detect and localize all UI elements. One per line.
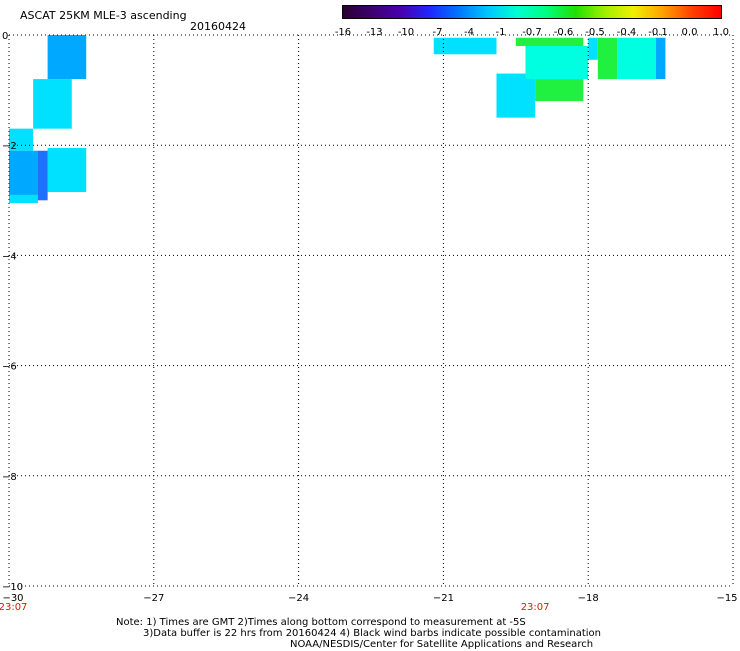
time-label: 23:07	[521, 602, 550, 613]
y-tick-label: 0	[2, 31, 8, 42]
y-tick-label: −4	[2, 251, 17, 262]
data-cell	[597, 37, 618, 80]
time-label: 23:07	[0, 602, 27, 613]
data-cell	[9, 150, 38, 201]
note-line-2: 3)Data buffer is 22 hrs from 20160424 4)…	[143, 628, 601, 639]
note-line-3: NOAA/NESDIS/Center for Satellite Applica…	[290, 639, 594, 650]
chart-date: 20160424	[190, 20, 246, 33]
colorbar-tick-label: -16	[334, 27, 352, 38]
data-cell	[655, 37, 666, 80]
data-cell	[535, 79, 584, 102]
colorbar-tick-label: -1	[495, 27, 506, 38]
x-tick-label: −21	[433, 593, 454, 604]
data-cell	[33, 79, 72, 129]
data-cell	[617, 37, 656, 80]
colorbar-tick-label: -7	[432, 27, 443, 38]
data-cell	[9, 194, 38, 204]
data-cell	[525, 46, 589, 80]
colorbar-tick-label: -0.7	[522, 27, 542, 38]
colorbar-tick-label: -4	[464, 27, 474, 38]
y-tick-label: −6	[2, 362, 17, 373]
data-cell	[496, 73, 536, 118]
x-tick-label: −24	[288, 593, 309, 604]
x-tick-label: −30	[2, 593, 23, 604]
colorbar-tick-label: 0.0	[681, 27, 698, 38]
colorbar-tick-label: -0.5	[585, 27, 605, 38]
colorbar-tick-label: 1.0	[713, 27, 729, 38]
colorbar-tick-label: -0.4	[616, 27, 637, 38]
x-tick-label: −15	[716, 593, 737, 604]
x-tick-label: −27	[143, 593, 164, 604]
data-cell	[9, 128, 34, 151]
y-tick-label: −8	[2, 472, 17, 483]
y-tick-label: −10	[2, 582, 23, 593]
data-cell	[433, 37, 497, 55]
data-cell	[37, 150, 48, 201]
data-cell	[588, 37, 598, 60]
note-line-1: Note: 1) Times are GMT 2)Times along bot…	[116, 617, 526, 628]
colorbar-tick-label: -0.6	[553, 27, 574, 38]
data-cell	[47, 35, 87, 80]
colorbar-tick-label: -13	[366, 27, 383, 38]
data-cell	[47, 147, 87, 193]
colorbar-tick-label: -10	[397, 27, 415, 38]
chart-title: ASCAT 25KM MLE-3 ascending	[20, 9, 187, 22]
colorbar-tick-label: -0.1	[648, 27, 668, 38]
x-tick-label: −18	[578, 593, 599, 604]
data-cell	[515, 37, 584, 47]
colorbar	[342, 5, 722, 19]
y-tick-label: −2	[2, 141, 17, 152]
